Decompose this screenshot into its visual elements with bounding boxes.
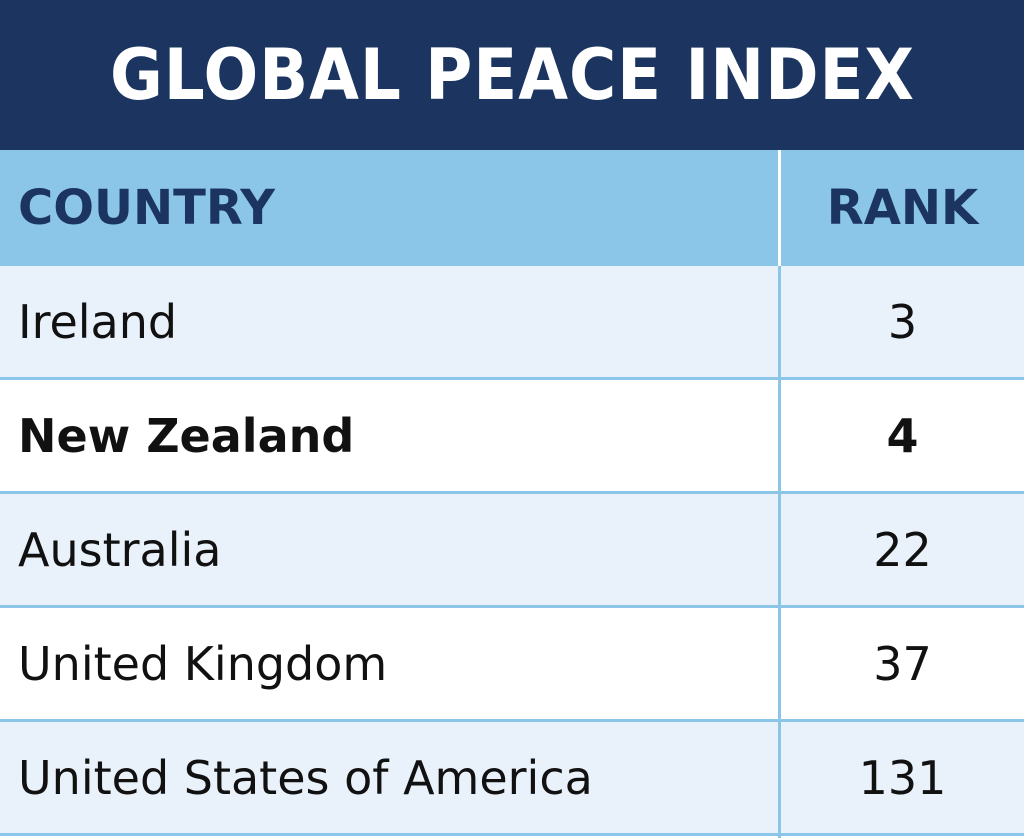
row-divider	[0, 719, 1024, 722]
row-divider	[0, 833, 1024, 836]
country-cell: Australia	[18, 522, 222, 577]
rank-cell: 131	[858, 750, 947, 805]
table-header-row: COUNTRY RANK	[0, 150, 1024, 266]
table-row: Australia 22	[0, 494, 1024, 605]
country-cell: New Zealand	[18, 408, 355, 463]
table-row-highlighted: New Zealand 4	[0, 380, 1024, 491]
column-header-country: COUNTRY	[18, 180, 276, 236]
table-title: GLOBAL PEACE INDEX	[109, 34, 915, 116]
column-header-rank: RANK	[826, 180, 979, 236]
table-row: United Kingdom 37	[0, 608, 1024, 719]
rank-cell: 3	[887, 294, 918, 349]
table-row: United States of America 131	[0, 722, 1024, 833]
country-cell: Ireland	[18, 294, 178, 349]
column-divider	[778, 266, 781, 838]
rank-cell: 37	[873, 636, 932, 691]
row-divider	[0, 491, 1024, 494]
country-cell: United Kingdom	[18, 636, 388, 691]
rank-cell: 22	[873, 522, 932, 577]
rank-cell: 4	[886, 408, 919, 463]
country-cell: United States of America	[18, 750, 593, 805]
title-banner: GLOBAL PEACE INDEX	[0, 0, 1024, 150]
table-row: Ireland 3	[0, 266, 1024, 377]
row-divider	[0, 605, 1024, 608]
header-divider	[778, 150, 781, 266]
row-divider	[0, 377, 1024, 380]
